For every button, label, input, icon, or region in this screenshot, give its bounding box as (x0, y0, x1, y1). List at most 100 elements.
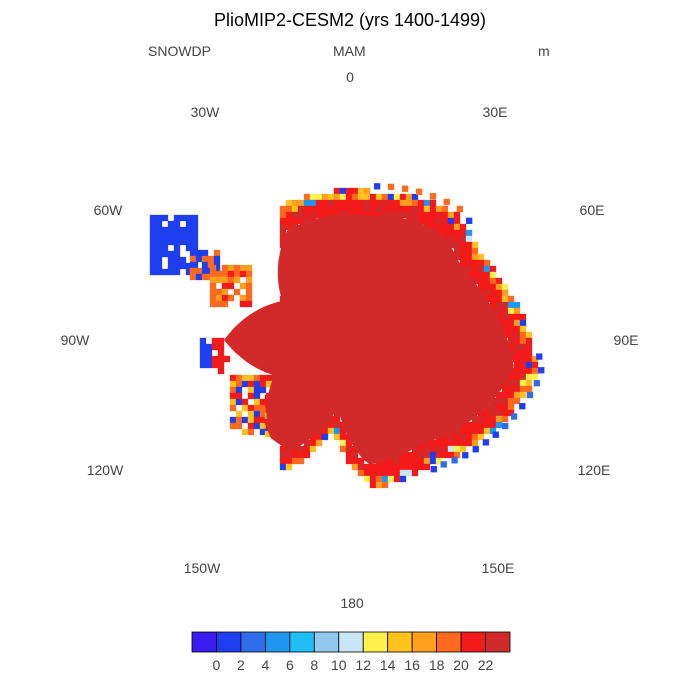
coastal-snow-cell (435, 445, 443, 453)
coastal-snow-cell (441, 451, 449, 459)
west-antarctic-cell (235, 386, 243, 394)
coastal-snow-cell (519, 391, 527, 399)
ice-edge-cell (533, 379, 541, 387)
coastal-snow-cell (435, 451, 443, 459)
colorbar-tick-label: 6 (285, 657, 294, 673)
coastal-snow-cell (351, 193, 359, 201)
peninsula-cell (167, 268, 175, 276)
west-antarctic-cell (253, 422, 261, 430)
west-antarctic-cell (241, 428, 249, 436)
coastal-snow-cell (477, 421, 485, 429)
coastal-snow-cell (291, 457, 299, 465)
peninsula-cell (155, 226, 163, 234)
west-antarctic-cell (247, 416, 255, 424)
coastal-snow-cell (345, 187, 353, 195)
coastal-snow-cell (501, 415, 509, 423)
peninsula-cell (209, 294, 217, 302)
peninsula-cell (227, 282, 235, 290)
coastal-snow-cell (453, 235, 461, 243)
coastal-snow-cell (321, 199, 329, 207)
lon-label-120w: 120W (86, 462, 124, 478)
coastal-snow-cell (399, 193, 407, 201)
coastal-snow-cell (357, 469, 365, 477)
island-cell (211, 337, 219, 345)
coastal-snow-cell (471, 439, 479, 447)
west-antarctic-cell (253, 398, 261, 406)
peninsula-cell (167, 250, 175, 258)
colorbar-swatch (289, 631, 315, 653)
west-antarctic-cell (241, 374, 249, 382)
season-label: MAM (333, 43, 366, 59)
peninsula-cell (173, 226, 181, 234)
coastal-snow-cell (285, 457, 293, 465)
coastal-snow-cell (387, 205, 395, 213)
coastal-snow-cell (501, 313, 509, 321)
coastal-snow-cell (507, 295, 515, 303)
island-cell (211, 361, 219, 369)
coastal-snow-cell (411, 211, 419, 219)
coastal-snow-cell (291, 211, 299, 219)
coastal-snow-cell (285, 199, 293, 207)
island-cell (217, 349, 225, 357)
coastal-snow-cell (333, 433, 341, 441)
peninsula-cell (173, 238, 181, 246)
ice-edge-cell (415, 188, 423, 195)
peninsula-cell (179, 238, 187, 246)
coastal-snow-cell (351, 457, 359, 465)
coastal-snow-cell (501, 391, 509, 399)
coastal-snow-cell (393, 205, 401, 213)
coastal-snow-cell (399, 463, 407, 471)
coastal-snow-cell (519, 319, 527, 327)
coastal-snow-cell (489, 421, 497, 429)
ice-edge-cell (456, 205, 464, 213)
coastal-snow-cell (453, 229, 461, 237)
coastal-snow-cell (375, 475, 383, 483)
coastal-snow-cell (483, 409, 491, 417)
coastal-snow-cell (375, 205, 383, 213)
coastal-snow-cell (447, 235, 455, 243)
coastal-snow-cell (513, 355, 521, 363)
coastal-snow-cell (507, 385, 515, 393)
west-antarctic-cell (247, 422, 255, 430)
coastal-snow-cell (441, 217, 449, 225)
peninsula-cell (161, 214, 169, 222)
coastal-snow-cell (333, 427, 341, 435)
colorbar-swatch (436, 631, 462, 653)
coastal-snow-cell (453, 217, 461, 225)
coastal-snow-cell (339, 445, 347, 453)
peninsula-cell (185, 232, 193, 240)
coastal-snow-cell (483, 415, 491, 423)
coastal-snow-cell (357, 199, 365, 207)
island-cell (205, 355, 213, 363)
island-cell (205, 361, 213, 369)
map-title: PlioMIP2-CESM2 (yrs 1400-1499) (213, 10, 487, 30)
coastal-snow-cell (303, 451, 311, 459)
coastal-snow-cell (465, 259, 473, 267)
coastal-snow-cell (357, 205, 365, 213)
colorbar (191, 631, 511, 653)
coastal-snow-cell (495, 277, 503, 285)
peninsula-cell (155, 220, 163, 228)
coastal-snow-cell (423, 457, 431, 465)
lon-label-150w: 150W (183, 560, 221, 576)
lon-label-0: 0 (346, 69, 354, 85)
coastal-snow-cell (465, 433, 473, 441)
coastal-snow-cell (459, 433, 467, 441)
coastal-snow-cell (459, 253, 467, 261)
ice-edge-cell (519, 403, 526, 410)
coastal-snow-cell (393, 469, 401, 477)
coastal-snow-cell (525, 331, 533, 339)
coastal-snow-cell (519, 355, 527, 363)
west-antarctic-cell (247, 392, 255, 400)
west-antarctic-cell (259, 380, 267, 388)
west-antarctic-cell (229, 416, 237, 424)
peninsula-cell (149, 250, 157, 258)
coastal-snow-cell (327, 193, 335, 201)
coastal-snow-cell (297, 457, 305, 465)
peninsula-cell (221, 264, 229, 272)
coastal-snow-cell (405, 193, 413, 201)
coastal-snow-cell (393, 199, 401, 207)
peninsula-cell (185, 226, 193, 234)
coastal-snow-cell (525, 373, 533, 381)
coastal-snow-cell (357, 463, 365, 471)
